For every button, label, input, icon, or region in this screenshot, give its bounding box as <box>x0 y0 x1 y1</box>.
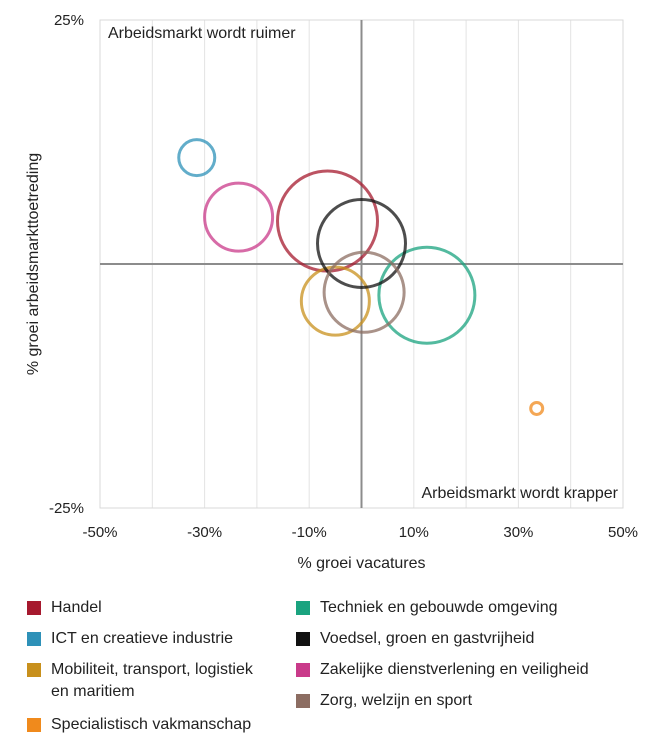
tick-labels: -50% -30% -10% 10% 30% 50% 25% -25% <box>49 12 638 541</box>
legend-label: Handel <box>51 599 102 616</box>
legend-item: Techniek en gebouwde omgeving <box>296 597 558 619</box>
bubble <box>316 198 407 290</box>
x-tick-label: 30% <box>503 524 533 541</box>
legend-swatch <box>27 632 41 646</box>
legend-item: Mobiliteit, transport, logistiek en mari… <box>27 659 261 703</box>
x-tick-label: 50% <box>608 524 638 541</box>
legend-label: Zorg, welzijn en sport <box>320 692 473 709</box>
legend-item: Specialistisch vakmanschap <box>27 714 251 736</box>
legend-label: Specialistisch vakmanschap <box>51 716 252 733</box>
legend-label: Mobiliteit, transport, logistiek en mari… <box>51 661 253 700</box>
x-tick-label: -50% <box>82 524 117 541</box>
legend-label: Techniek en gebouwde omgeving <box>320 599 558 616</box>
legend-swatch <box>296 694 310 708</box>
x-tick-label: -30% <box>187 524 222 541</box>
legend-swatch <box>296 663 310 677</box>
legend-item: Handel <box>27 597 102 619</box>
bubble <box>177 138 217 178</box>
bubble <box>322 250 406 334</box>
legend-label: Voedsel, groen en gastvrijheid <box>320 630 535 647</box>
bubbles <box>177 138 545 416</box>
legend-label: ICT en creatieve industrie <box>51 630 234 647</box>
annotation-top-left: Arbeidsmarkt wordt ruimer <box>108 25 296 42</box>
legend-item: Zakelijke dienstverlening en veiligheid <box>296 659 589 681</box>
bubble <box>377 245 477 345</box>
y-tick-label: -25% <box>49 500 84 517</box>
bubble-chart: -50% -30% -10% 10% 30% 50% 25% -25% Arbeidsmark… <box>25 12 638 572</box>
bubble <box>203 181 275 253</box>
legend-swatch <box>27 601 41 615</box>
annotation-bottom-right: Arbeidsmarkt wordt krapper <box>421 485 618 502</box>
legend-label: Zakelijke dienstverlening en veiligheid <box>320 661 589 678</box>
legend-item: ICT en creatieve industrie <box>27 628 233 650</box>
legend-item: Zorg, welzijn en sport <box>296 690 472 712</box>
x-tick-label: -10% <box>292 524 327 541</box>
bubble <box>299 265 371 337</box>
y-axis-label: % groei arbeidsmarkttoetreding <box>25 153 42 375</box>
legend: Handel ICT en creatieve industrie Mobilite… <box>0 590 656 735</box>
legend-swatch <box>27 718 41 732</box>
x-tick-label: 10% <box>399 524 429 541</box>
bubble <box>529 400 545 416</box>
legend-item: Voedsel, groen en gastvrijheid <box>296 628 534 650</box>
zero-axes <box>100 20 623 508</box>
legend-swatch <box>296 632 310 646</box>
x-axis-label: % groei vacatures <box>297 555 425 572</box>
legend-swatch <box>27 663 41 677</box>
y-tick-label: 25% <box>54 12 84 29</box>
bubble <box>276 169 380 273</box>
legend-swatch <box>296 601 310 615</box>
